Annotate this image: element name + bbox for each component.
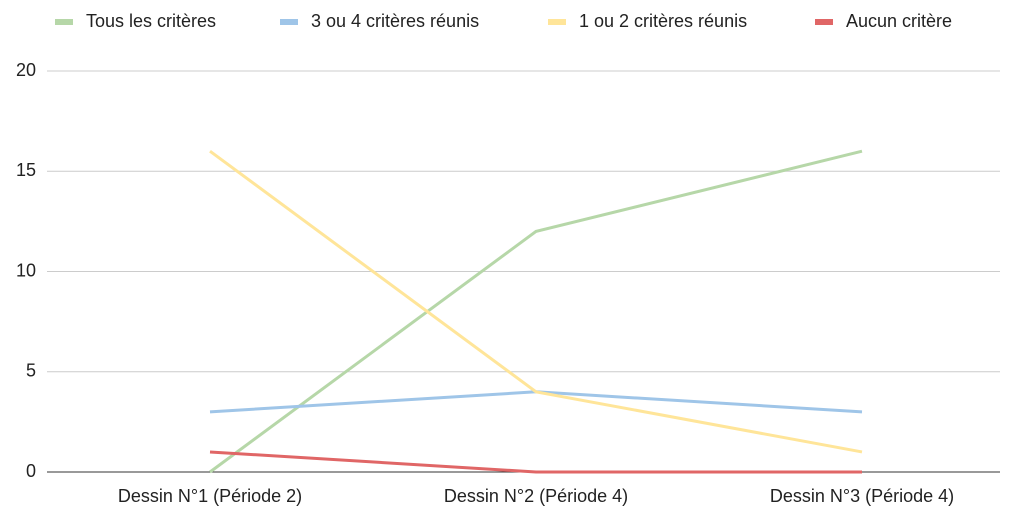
series-line <box>209 149 863 474</box>
legend-label: Aucun critère <box>846 11 952 31</box>
x-tick-label: Dessin N°3 (Période 4) <box>770 486 954 506</box>
x-tick-label: Dessin N°1 (Période 2) <box>118 486 302 506</box>
y-tick-label: 5 <box>26 361 36 381</box>
series-line <box>209 149 863 454</box>
series-line <box>209 390 863 414</box>
series-line <box>209 450 862 474</box>
y-tick-label: 10 <box>16 260 36 280</box>
legend-label: 1 ou 2 critères réunis <box>579 11 747 31</box>
legend-label: Tous les critères <box>86 11 216 31</box>
x-tick-label: Dessin N°2 (Période 4) <box>444 486 628 506</box>
y-tick-label: 20 <box>16 60 36 80</box>
y-tick-label: 0 <box>26 461 36 481</box>
y-tick-label: 15 <box>16 160 36 180</box>
legend-label: 3 ou 4 critères réunis <box>311 11 479 31</box>
